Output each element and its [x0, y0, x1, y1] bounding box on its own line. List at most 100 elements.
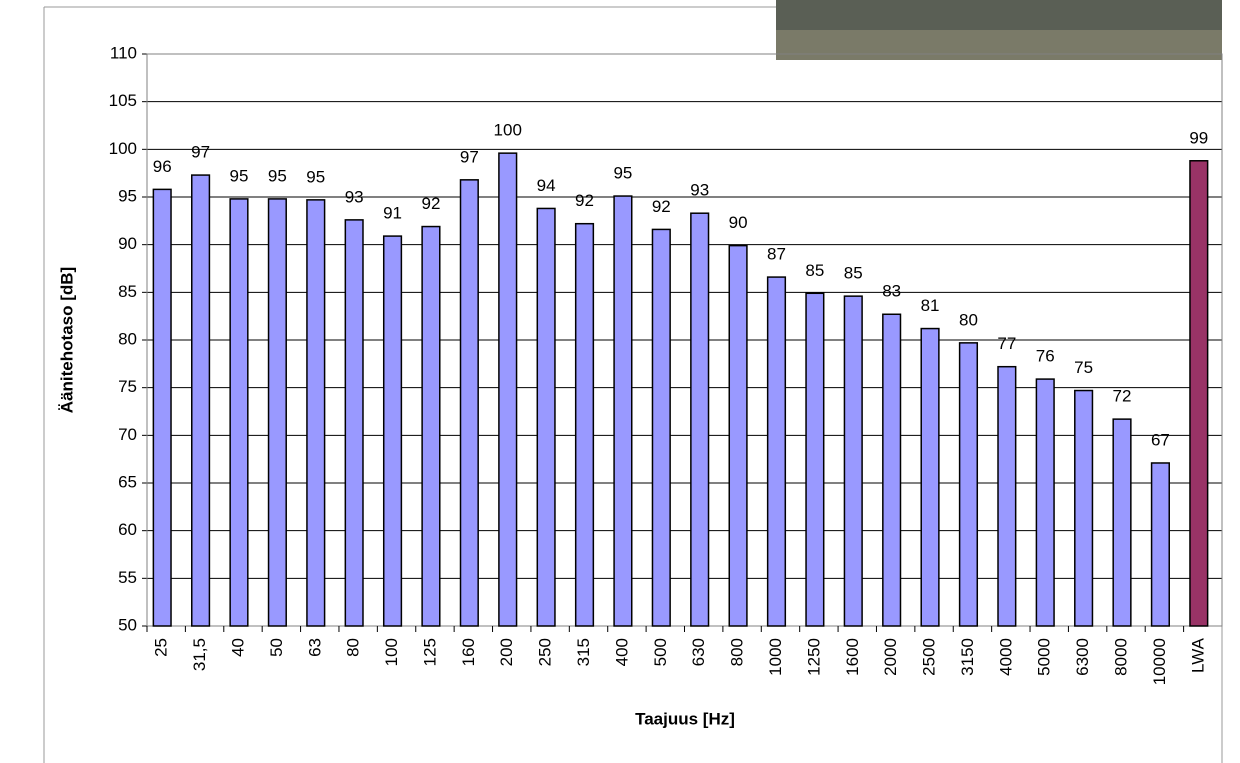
- bar: [192, 175, 210, 626]
- bar: [153, 189, 171, 626]
- x-tick-label: 2000: [881, 638, 900, 676]
- x-tick-label: 800: [728, 638, 747, 666]
- x-tick-label: 8000: [1112, 638, 1131, 676]
- x-tick-label: LWA: [1188, 637, 1207, 673]
- bar: [883, 314, 901, 626]
- value-label: 67: [1151, 430, 1170, 449]
- bar: [345, 220, 363, 626]
- x-tick-label: 4000: [996, 638, 1015, 676]
- y-tick-label: 55: [118, 568, 137, 587]
- value-label: 85: [805, 261, 824, 280]
- x-tick-label: 25: [152, 638, 171, 657]
- y-tick-label: 60: [118, 520, 137, 539]
- x-tick-label: 125: [420, 638, 439, 666]
- value-label: 83: [882, 282, 901, 301]
- y-tick-label: 110: [110, 43, 137, 62]
- value-label: 95: [613, 164, 632, 183]
- bar: [422, 227, 440, 626]
- y-tick-label: 105: [109, 91, 137, 110]
- x-tick-label: 200: [497, 638, 516, 666]
- value-label: 97: [460, 147, 479, 166]
- value-label: 100: [494, 121, 522, 140]
- bar: [652, 229, 670, 626]
- value-label: 95: [268, 166, 287, 185]
- value-label: 80: [959, 310, 978, 329]
- x-tick-label: 2500: [920, 638, 939, 676]
- y-tick-label: 85: [118, 282, 137, 301]
- x-tick-label: 250: [536, 638, 555, 666]
- bar: [691, 213, 709, 626]
- bar: [1075, 391, 1093, 626]
- value-label: 92: [652, 197, 671, 216]
- value-label: 85: [844, 264, 863, 283]
- bar: [384, 236, 402, 626]
- x-tick-label: 1600: [843, 638, 862, 676]
- value-label: 81: [921, 296, 940, 315]
- value-label: 97: [191, 143, 210, 162]
- bar: [461, 180, 479, 626]
- x-tick-label: 63: [305, 638, 324, 657]
- x-axis-title: Taajuus [Hz]: [635, 709, 735, 728]
- y-tick-label: 75: [118, 377, 137, 396]
- value-label: 93: [690, 181, 709, 200]
- x-tick-label: 315: [574, 638, 593, 666]
- y-tick-label: 80: [118, 329, 137, 348]
- value-label: 90: [729, 213, 748, 232]
- y-tick-label: 70: [118, 425, 137, 444]
- bar: [1190, 161, 1208, 626]
- bar: [960, 343, 978, 626]
- bar: [1036, 379, 1054, 626]
- bar: [230, 199, 248, 626]
- bar: [307, 200, 325, 626]
- x-tick-label: 630: [689, 638, 708, 666]
- value-label: 92: [575, 191, 594, 210]
- bar: [614, 196, 632, 626]
- value-label: 95: [230, 166, 249, 185]
- x-tick-label: 1000: [766, 638, 785, 676]
- y-tick-label: 100: [109, 139, 137, 158]
- x-tick-label: 6300: [1073, 638, 1092, 676]
- bar: [844, 296, 862, 626]
- bar: [921, 329, 939, 626]
- value-label: 93: [345, 187, 364, 206]
- chart: Taajuus [Hz] Äänitehotaso [dB] 50 55 60 65 7…: [0, 0, 1240, 763]
- bar: [269, 199, 287, 626]
- x-tick-label: 31,5: [190, 638, 209, 671]
- x-tick-label: 5000: [1035, 638, 1054, 676]
- bar: [1113, 419, 1131, 626]
- x-tick-label: 100: [382, 638, 401, 666]
- x-tick-label: 160: [459, 638, 478, 666]
- value-label: 77: [997, 334, 1016, 353]
- photo-ground: [776, 30, 1222, 60]
- value-label: 87: [767, 245, 786, 264]
- x-tick-label: 500: [651, 638, 670, 666]
- value-label: 75: [1074, 358, 1093, 377]
- bar: [576, 224, 594, 626]
- value-label: 76: [1036, 347, 1055, 366]
- bar: [537, 208, 555, 626]
- x-tick-label: 10000: [1150, 638, 1169, 685]
- bar: [1152, 463, 1170, 626]
- y-tick-label: 95: [118, 186, 137, 205]
- x-tick-label: 40: [228, 638, 247, 657]
- y-axis-title: Äänitehotaso [dB]: [57, 267, 76, 413]
- y-tick-label: 65: [118, 472, 137, 491]
- value-label: 72: [1113, 387, 1132, 406]
- value-label: 94: [537, 176, 556, 195]
- value-label: 91: [383, 204, 402, 223]
- x-tick-label: 3150: [958, 638, 977, 676]
- value-label: 92: [421, 194, 440, 213]
- bar: [998, 367, 1016, 626]
- x-tick-label: 50: [267, 638, 286, 657]
- y-tick-label: 50: [118, 615, 137, 634]
- value-label: 96: [153, 157, 172, 176]
- value-label: 95: [306, 167, 325, 186]
- x-tick-label: 80: [344, 638, 363, 657]
- bar: [499, 153, 517, 626]
- y-tick-label: 90: [118, 234, 137, 253]
- x-tick-label: 400: [612, 638, 631, 666]
- bar: [806, 293, 824, 626]
- bar: [768, 277, 786, 626]
- x-tick-label: 1250: [804, 638, 823, 676]
- value-label: 99: [1189, 128, 1208, 147]
